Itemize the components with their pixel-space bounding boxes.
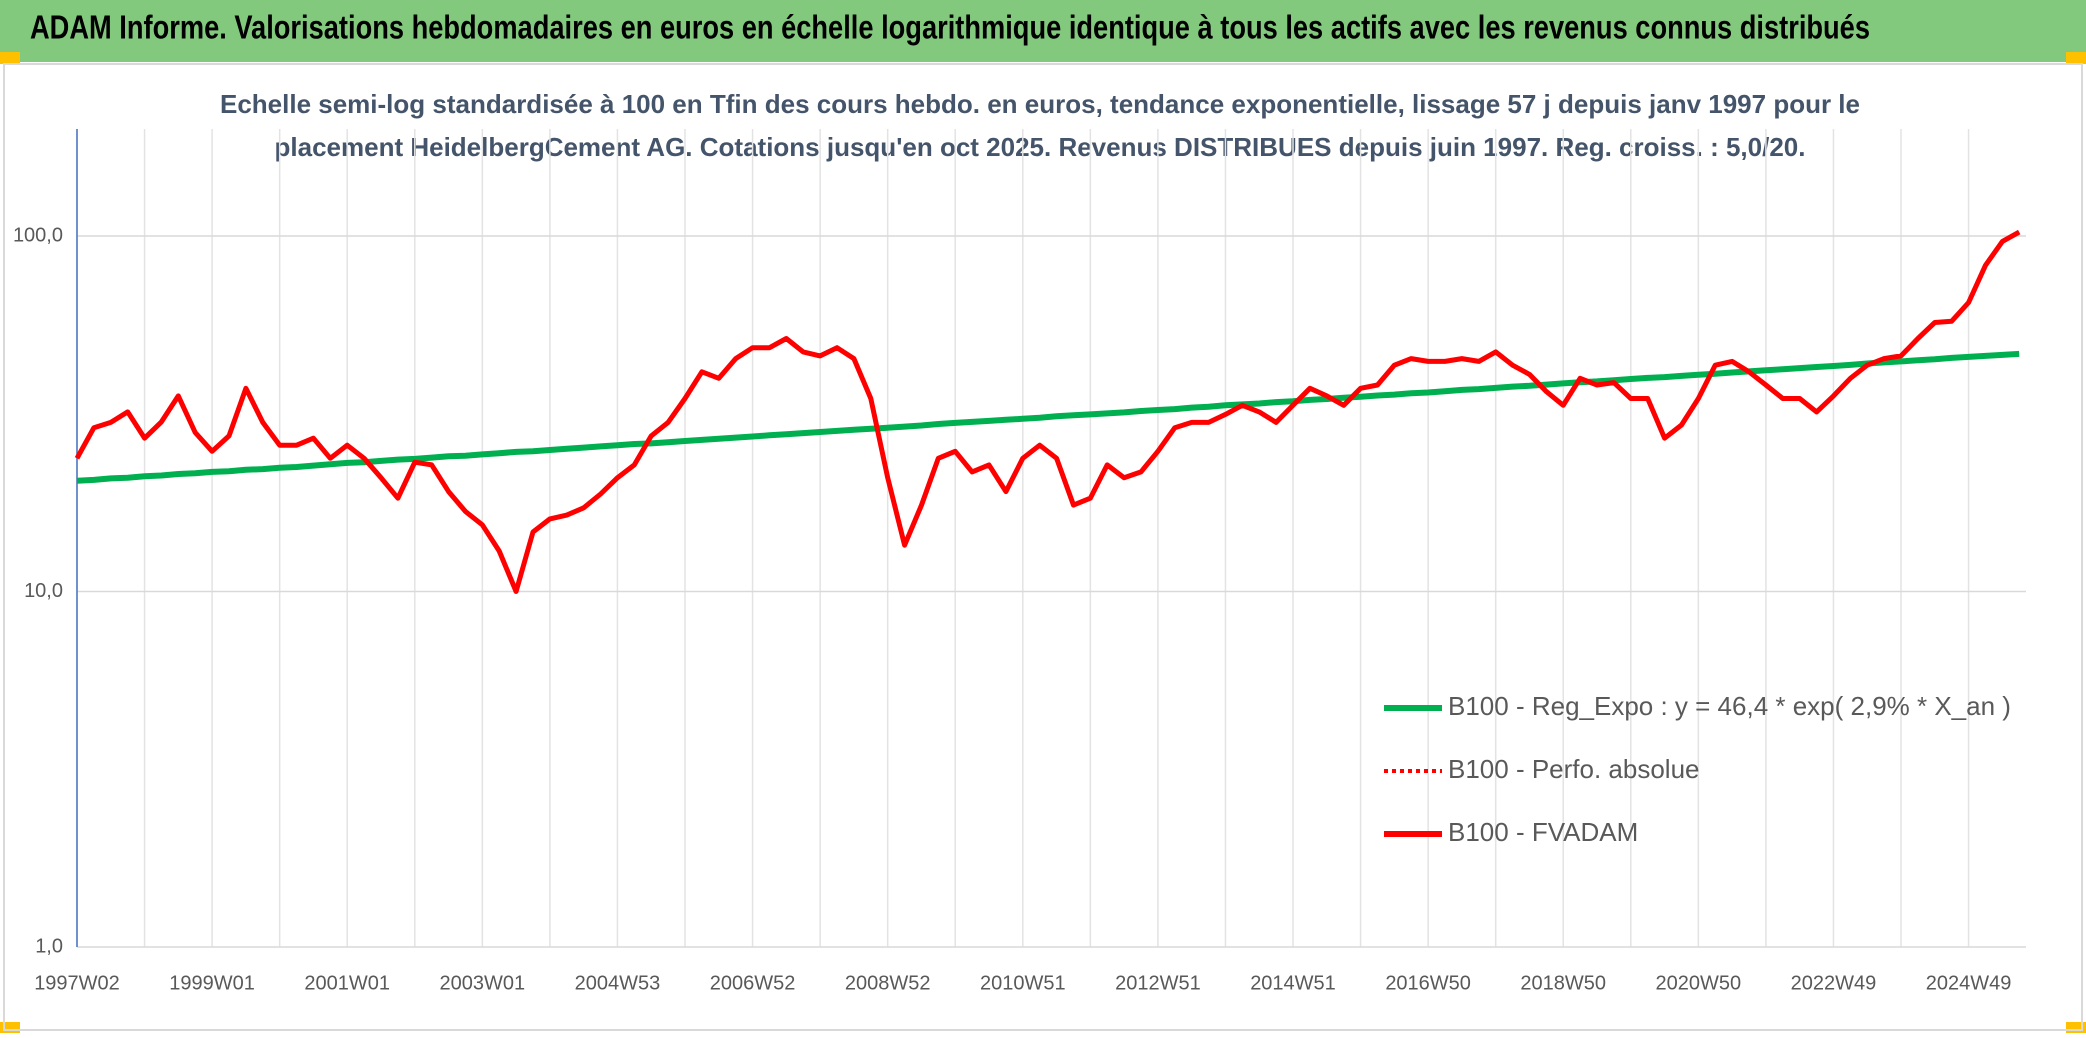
x-tick-label: 2001W01 <box>304 972 390 994</box>
x-tick-label: 1999W01 <box>169 972 255 994</box>
corner <box>2066 52 2086 64</box>
header-title: ADAM Informe. Valorisations hebdomadaire… <box>30 9 1870 46</box>
y-tick-label: 10,0 <box>24 580 63 602</box>
legend-label: B100 - Reg_Expo : y = 46,4 * exp( 2,9% *… <box>1448 691 2011 721</box>
chart-title: Echelle semi-log standardisée à 100 en T… <box>220 89 1860 119</box>
series-line <box>76 350 2020 484</box>
x-tick-label: 2024W49 <box>1926 972 2012 994</box>
x-tick-label: 2014W51 <box>1250 972 1336 994</box>
x-tick-label: 2022W49 <box>1791 972 1877 994</box>
y-tick-label: 1,0 <box>35 935 63 957</box>
header-band <box>0 0 2086 62</box>
chart-title: placement HeidelbergCement AG. Cotations… <box>275 132 1806 162</box>
x-tick-label: 2004W53 <box>575 972 661 994</box>
x-tick-label: 2008W52 <box>845 972 931 994</box>
x-tick-label: 2012W51 <box>1115 972 1201 994</box>
x-tick-label: 1997W02 <box>34 972 120 994</box>
corner <box>2066 1022 2086 1033</box>
panel-border <box>3 63 2083 1031</box>
corner <box>0 1022 20 1033</box>
x-tick-label: 2020W50 <box>1656 972 1742 994</box>
x-tick-label: 2018W50 <box>1520 972 1606 994</box>
y-tick-label: 100,0 <box>13 224 63 246</box>
x-tick-label: 2003W01 <box>440 972 526 994</box>
legend-label: B100 - Perfo. absolue <box>1448 754 1700 784</box>
series-line <box>74 229 2021 594</box>
legend-label: B100 - FVADAM <box>1448 817 1638 847</box>
corner <box>0 52 20 64</box>
x-tick-label: 2006W52 <box>710 972 796 994</box>
x-tick-label: 2010W51 <box>980 972 1066 994</box>
x-tick-label: 2016W50 <box>1385 972 1471 994</box>
